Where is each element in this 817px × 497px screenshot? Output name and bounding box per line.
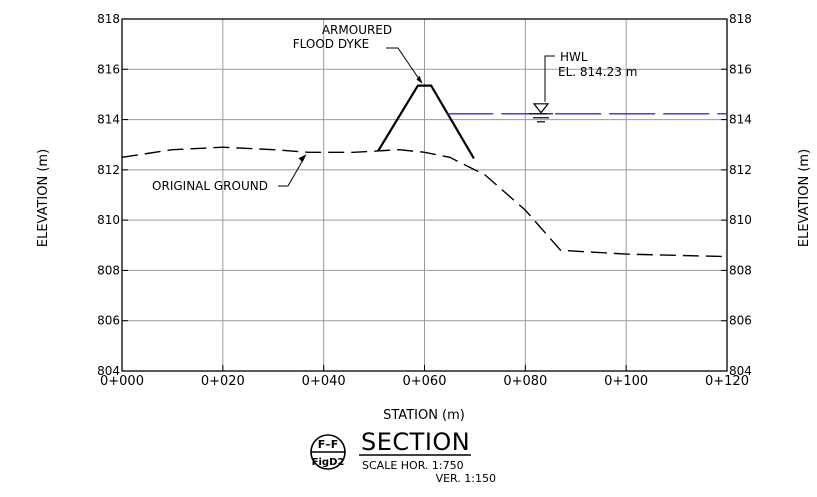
x-tick-label: 0+060 (403, 374, 447, 389)
water-level-triangle-icon (532, 103, 550, 114)
plot-border (121, 18, 728, 372)
x-tick-label: 0+080 (503, 374, 547, 389)
y-tick-label-right: 814 (729, 113, 752, 127)
x-tick-label: 0+120 (705, 374, 749, 389)
y-tick-label-left: 816 (97, 62, 120, 76)
y-tick-label-left: 804 (97, 364, 120, 378)
y-tick-label-right: 806 (729, 314, 752, 328)
x-tick-label: 0+000 (100, 374, 144, 389)
y-tick-label-left: 814 (97, 113, 120, 127)
scale-horizontal: SCALE HOR. 1:750 (362, 459, 464, 472)
hwl-leader-line (544, 55, 555, 102)
dyke-leader-line (386, 47, 422, 83)
x-axis-label: STATION (m) (383, 408, 465, 423)
series-layer (121, 84, 728, 258)
x-tick-label: 0+020 (201, 374, 245, 389)
hwl-label: HWL (560, 50, 588, 64)
section-title-block: F–F FigD2 SECTION SCALE HOR. 1:750 VER. … (310, 428, 496, 485)
y-tick-label-left: 806 (97, 314, 120, 328)
y-tick-label-right: 816 (729, 62, 752, 76)
plot-frame (121, 18, 728, 372)
y-tick-label-left: 808 (97, 263, 120, 277)
y-axis-label-right: ELEVATION (m) (797, 149, 812, 247)
x-tick-label: 0+100 (604, 374, 648, 389)
y-tick-label-right: 812 (729, 163, 752, 177)
hwl-elevation-label: EL. 814.23 m (558, 65, 637, 79)
ground-leader-arrow-icon (298, 154, 307, 163)
y-tick-label-right: 818 (729, 12, 752, 26)
y-tick-label-right: 804 (729, 364, 752, 378)
grid (121, 18, 728, 372)
x-tick-label: 0+040 (302, 374, 346, 389)
section-callout-top: F–F (318, 438, 339, 451)
y-tick-label-left: 812 (97, 163, 120, 177)
original-ground-line (121, 146, 728, 258)
y-tick-label-right: 810 (729, 213, 752, 227)
y-axis-label-left: ELEVATION (m) (36, 149, 51, 247)
original-ground-label: ORIGINAL GROUND (152, 179, 268, 193)
section-title: SECTION (361, 428, 470, 456)
y-tick-label-left: 810 (97, 213, 120, 227)
y-tick-label-left: 818 (97, 12, 120, 26)
ground-leader-line (278, 157, 305, 187)
dyke-label-line-2: FLOOD DYKE (293, 37, 369, 51)
dyke-leader-arrow-icon (416, 75, 423, 84)
y-tick-label-right: 808 (729, 263, 752, 277)
scale-vertical: VER. 1:150 (436, 472, 496, 485)
section-callout-bottom: FigD2 (312, 457, 345, 468)
dyke-label-line-1: ARMOURED (322, 23, 392, 37)
armoured-flood-dyke-line (377, 84, 475, 160)
